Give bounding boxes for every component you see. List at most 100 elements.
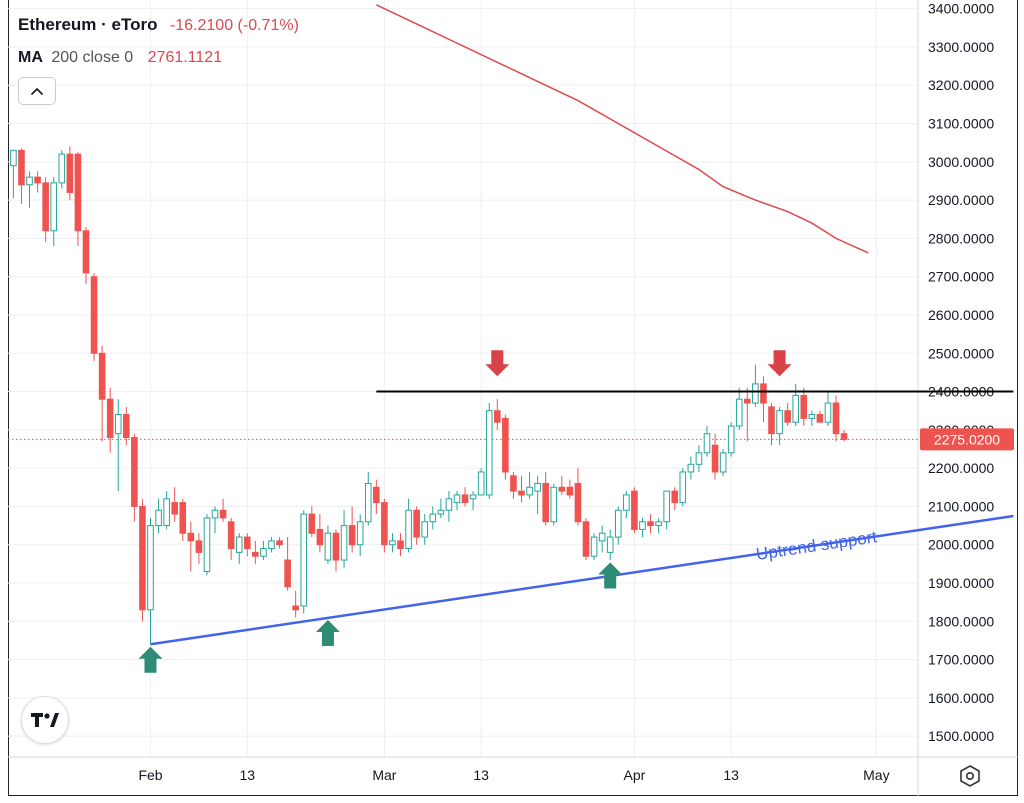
candle-body[interactable]	[139, 505, 146, 611]
candle-body[interactable]	[663, 490, 670, 523]
candle-body[interactable]	[727, 425, 735, 454]
candle-body[interactable]	[98, 352, 106, 400]
candle-body[interactable]	[171, 502, 178, 515]
candle-body[interactable]	[824, 402, 832, 423]
candle-body[interactable]	[832, 402, 840, 435]
candle-body[interactable]	[106, 398, 114, 439]
candle-body[interactable]	[453, 494, 461, 504]
candle-body[interactable]	[308, 513, 316, 534]
uptrend-support-line[interactable]	[150, 514, 1014, 646]
candle-body[interactable]	[647, 521, 654, 527]
candle-body[interactable]	[364, 482, 372, 523]
candle-body[interactable]	[518, 490, 525, 496]
collapse-legend-button[interactable]	[18, 77, 56, 105]
settings-hexagon-icon[interactable]	[958, 764, 982, 788]
candle-body[interactable]	[655, 521, 662, 527]
candle-body[interactable]	[324, 532, 332, 561]
candle-body[interactable]	[502, 417, 509, 473]
candle-body[interactable]	[300, 513, 308, 607]
candle-body[interactable]	[469, 494, 477, 500]
candle-body[interactable]	[477, 471, 485, 496]
candle-body[interactable]	[574, 482, 582, 523]
candle-body[interactable]	[437, 509, 445, 515]
candle-body[interactable]	[542, 482, 549, 523]
candle-body[interactable]	[123, 414, 130, 439]
candle-body[interactable]	[429, 513, 437, 523]
candle-body[interactable]	[776, 410, 783, 435]
candle-body[interactable]	[760, 383, 767, 404]
candle-body[interactable]	[631, 490, 638, 530]
candle-body[interactable]	[316, 528, 324, 546]
candle-body[interactable]	[203, 517, 211, 573]
candle-body[interactable]	[421, 521, 429, 538]
candle-body[interactable]	[163, 498, 170, 527]
candle-body[interactable]	[703, 433, 711, 454]
candle-body[interactable]	[82, 230, 90, 274]
candle-body[interactable]	[187, 532, 195, 542]
candle-body[interactable]	[679, 471, 687, 504]
candle-body[interactable]	[784, 410, 791, 423]
candle-body[interactable]	[405, 509, 412, 550]
candle-body[interactable]	[284, 559, 291, 588]
ma-legend[interactable]: MA 200 close 0 2761.1121	[18, 49, 222, 67]
candle-body[interactable]	[397, 540, 404, 550]
candle-body[interactable]	[381, 502, 388, 546]
candle-body[interactable]	[34, 176, 41, 184]
candle-body[interactable]	[800, 394, 808, 419]
candle-body[interactable]	[816, 414, 824, 423]
candle-body[interactable]	[445, 498, 453, 511]
candle-body[interactable]	[276, 540, 283, 546]
candle-body[interactable]	[590, 536, 598, 557]
candle-body[interactable]	[614, 509, 622, 538]
candle-body[interactable]	[195, 540, 203, 553]
tradingview-logo-icon[interactable]	[21, 696, 69, 744]
candle-body[interactable]	[744, 398, 751, 404]
symbol-title[interactable]: Ethereum · eToro	[18, 15, 158, 34]
candle-body[interactable]	[243, 536, 251, 550]
candle-body[interactable]	[332, 532, 340, 561]
candle-body[interactable]	[623, 494, 630, 511]
candle-body[interactable]	[510, 475, 517, 492]
candle-body[interactable]	[671, 490, 679, 504]
candle-body[interactable]	[340, 525, 348, 561]
candle-body[interactable]	[606, 536, 614, 553]
candle-body[interactable]	[582, 521, 590, 557]
candle-body[interactable]	[211, 509, 219, 519]
candle-body[interactable]	[461, 494, 469, 504]
candle-body[interactable]	[179, 502, 187, 534]
candle-body[interactable]	[292, 605, 299, 611]
candle-body[interactable]	[252, 551, 259, 557]
candle-body[interactable]	[485, 410, 493, 496]
candle-body[interactable]	[792, 394, 800, 423]
candle-body[interactable]	[42, 182, 49, 232]
candle-body[interactable]	[26, 176, 33, 186]
candle-body[interactable]	[566, 486, 574, 496]
candle-body[interactable]	[413, 509, 420, 538]
candle-body[interactable]	[74, 153, 82, 232]
candle-body[interactable]	[389, 540, 396, 546]
candle-body[interactable]	[752, 383, 759, 404]
candle-body[interactable]	[768, 406, 775, 435]
candle-body[interactable]	[687, 463, 695, 473]
candle-body[interactable]	[90, 276, 98, 354]
candle-body[interactable]	[840, 433, 848, 440]
candle-body[interactable]	[219, 509, 227, 519]
candle-body[interactable]	[356, 521, 364, 546]
candle-body[interactable]	[598, 532, 606, 542]
candle-body[interactable]	[227, 521, 235, 550]
candle-body[interactable]	[18, 149, 25, 186]
candle-body[interactable]	[735, 398, 743, 427]
candle-body[interactable]	[58, 153, 66, 184]
candle-body[interactable]	[114, 414, 122, 435]
candle-body[interactable]	[268, 540, 275, 550]
candle-body[interactable]	[494, 410, 501, 423]
candle-body[interactable]	[50, 182, 58, 232]
candle-body[interactable]	[719, 452, 727, 473]
candle-body[interactable]	[639, 521, 646, 530]
candle-body[interactable]	[10, 149, 17, 167]
candle-body[interactable]	[147, 525, 154, 611]
candle-body[interactable]	[348, 525, 356, 546]
ma200-line[interactable]	[376, 4, 869, 254]
candle-body[interactable]	[526, 486, 533, 496]
